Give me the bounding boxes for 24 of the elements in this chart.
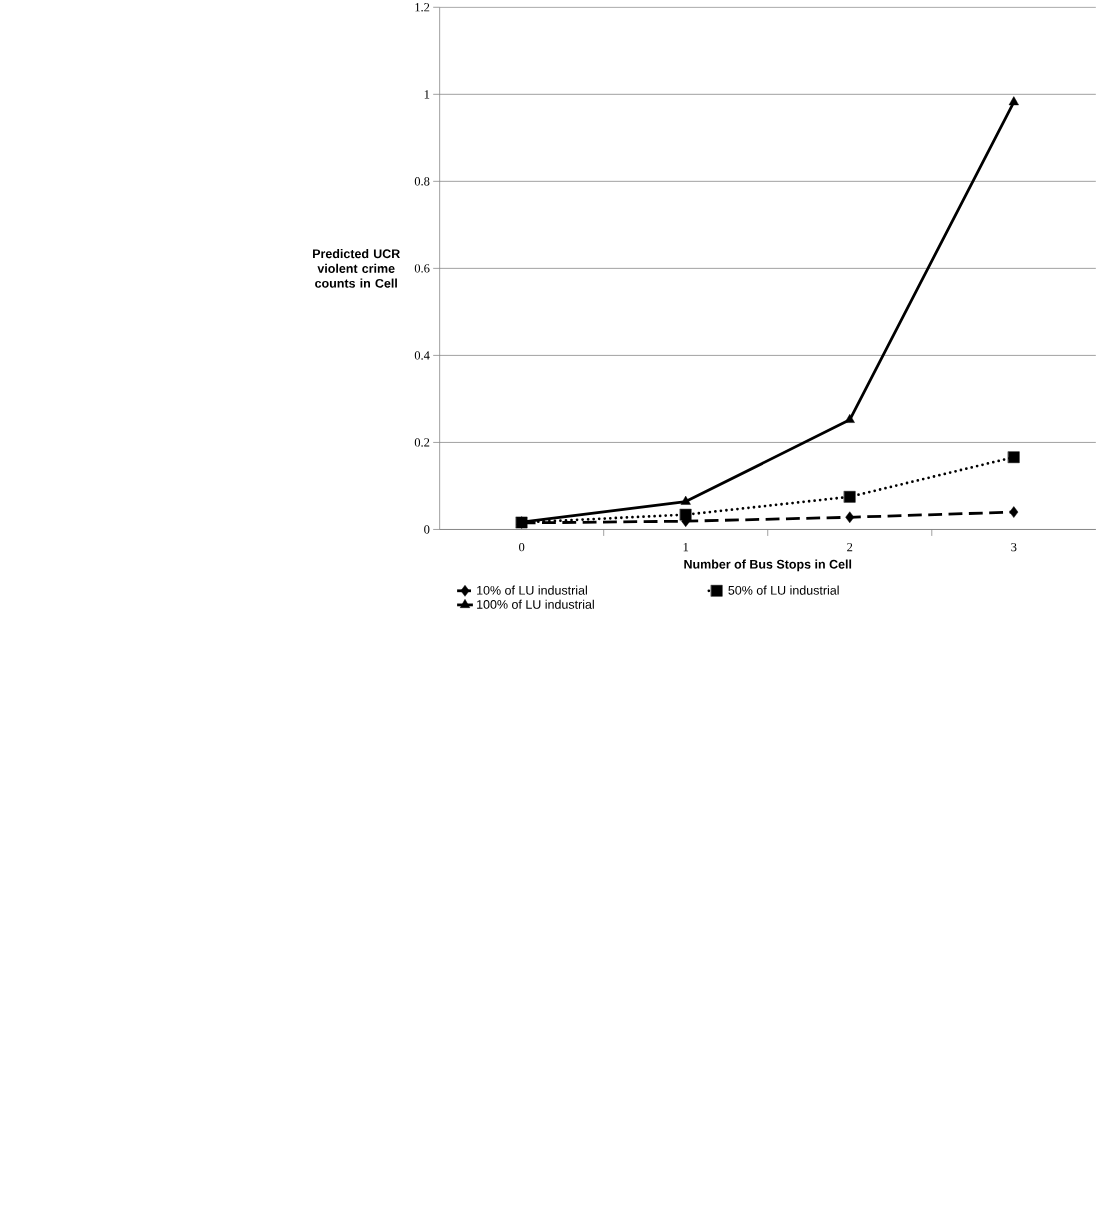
y-tick-label: 0.2: [414, 438, 430, 447]
point: [844, 414, 855, 423]
legend-label: 50% of LU industrial: [728, 585, 839, 595]
y-axis-title: Predicted UCR violent crime counts in Cell: [312, 249, 400, 288]
point: [679, 508, 692, 521]
point: [1009, 506, 1019, 518]
y-tick-label: 1: [424, 90, 430, 99]
legend-label: 10% of LU industrial: [476, 585, 587, 595]
y-tick-label: 0: [424, 525, 430, 534]
x-axis-title: Number of Bus Stops in Cell: [684, 559, 851, 572]
x-tick-label: 0: [518, 542, 525, 552]
point: [680, 495, 691, 505]
point: [845, 511, 855, 524]
legend-label: 100% of LU industrial: [476, 599, 594, 609]
y-tick-label: 1.2: [415, 3, 430, 12]
y-tick-label: 0.4: [414, 351, 430, 360]
x-tick-label: 3: [1011, 542, 1017, 552]
y-tick-label: 0.8: [414, 177, 430, 186]
x-tick-label: 2: [847, 542, 853, 552]
point: [1007, 451, 1020, 463]
point: [843, 491, 856, 503]
point: [1008, 96, 1019, 106]
y-tick-label: 0.6: [414, 264, 430, 273]
x-tick-label: 1: [683, 542, 688, 552]
